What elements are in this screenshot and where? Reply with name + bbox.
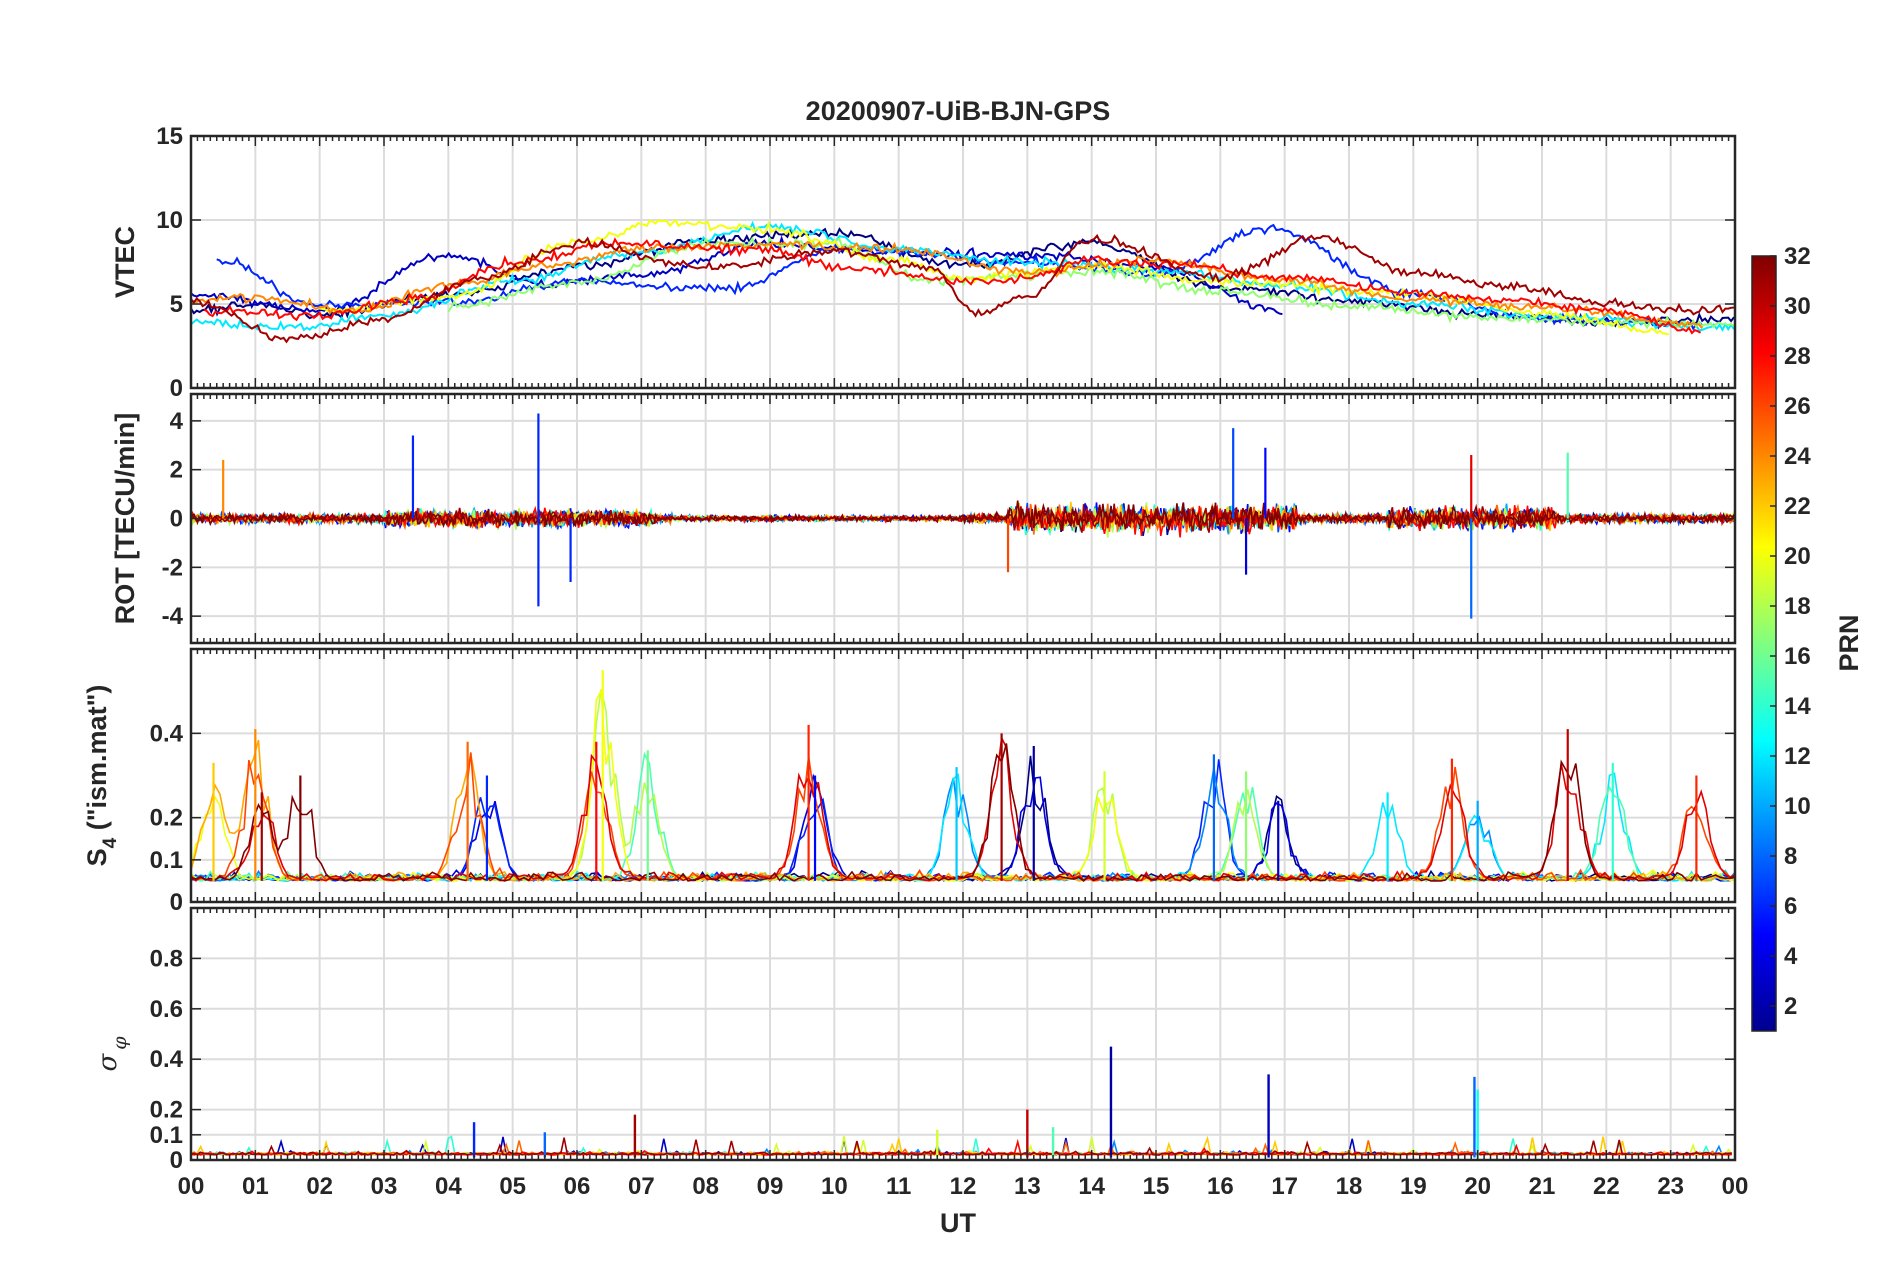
panel-vtec-ticks — [190, 135, 1736, 389]
colorbar-tick-label: 26 — [1784, 393, 1811, 420]
panel-rot-ticks — [190, 394, 1736, 643]
vtec-series-prn-12 — [191, 220, 1735, 332]
panel-rot: -4 -2 0 2 4 ROT [TECU/min] — [110, 392, 1737, 645]
s4-ylabel-tail: ("ism.mat") — [82, 685, 112, 838]
colorbar-tick-label: 2 — [1784, 993, 1797, 1020]
chart-title: 20200907-UiB-BJN-GPS — [806, 96, 1111, 126]
sigma-ylabel-main: σ — [93, 1053, 123, 1072]
colorbar-tick-label: 6 — [1784, 893, 1797, 920]
x-tick-label: 12 — [950, 1173, 977, 1200]
panel-sigma-ylabel: σφ — [93, 1036, 131, 1072]
panel-s4-ytick-label: 0 — [170, 889, 183, 916]
x-tick-label: 01 — [242, 1173, 269, 1200]
s4-ylabel-main: S — [82, 848, 112, 866]
panel-rot-ytick-label: -2 — [162, 554, 183, 581]
x-tick-label: 23 — [1657, 1173, 1684, 1200]
x-tick-label: 13 — [1014, 1173, 1041, 1200]
panel-rot-ytick-label: -4 — [162, 603, 184, 630]
x-tick-label: 18 — [1336, 1173, 1363, 1200]
x-tick-label: 10 — [821, 1173, 848, 1200]
panel-rot-ytick-label: 4 — [170, 408, 184, 435]
sigma-ylabel-sub: φ — [109, 1036, 131, 1050]
panel-vtec-ylabel: VTEC — [110, 226, 140, 298]
panel-vtec-ytick-label: 10 — [156, 207, 183, 234]
panel-sigma_phi: 00.10.2 0.4 0.6 0.8 σφ 00 01 02 03 04 05 06 07 08 09 10… — [93, 906, 1749, 1200]
x-tick-label: 07 — [628, 1173, 655, 1200]
colorbar-tick-label: 20 — [1784, 543, 1811, 570]
panel-sigma_phi-ytick-label: 0.4 — [150, 1046, 184, 1073]
x-tick-label: 06 — [564, 1173, 591, 1200]
x-tick-label: 05 — [499, 1173, 526, 1200]
colorbar-tick-label: 4 — [1784, 943, 1798, 970]
colorbar-gradient — [1751, 255, 1777, 1032]
x-tick-label: 02 — [306, 1173, 333, 1200]
rot-series-prn-28 — [191, 504, 1735, 538]
panel-vtec: 0 5 10 15 VTEC — [110, 123, 1737, 402]
x-tick-label: 16 — [1207, 1173, 1234, 1200]
x-tick-label: 04 — [435, 1173, 462, 1200]
vtec-series-prn-31 — [191, 233, 1735, 344]
panel-s4-ticks — [190, 649, 1736, 903]
panel-s4-ytick-label: 0.2 — [150, 805, 183, 832]
colorbar-tick-label: 10 — [1784, 793, 1811, 820]
x-tick-label: 22 — [1593, 1173, 1620, 1200]
s4-ylabel-sub: 4 — [100, 837, 121, 848]
panel-rot-ytick-label: 2 — [170, 457, 183, 484]
colorbar-tick-label: 16 — [1784, 643, 1811, 670]
panel-sigma_phi-ytick-label: 0.6 — [150, 996, 183, 1023]
x-tick-label: 20 — [1464, 1173, 1491, 1200]
x-axis-label: UT — [940, 1208, 976, 1238]
x-tick-label: 17 — [1271, 1173, 1298, 1200]
x-tick-label: 03 — [371, 1173, 398, 1200]
panel-s4-ytick-label: 0.4 — [150, 720, 184, 747]
panel-s4: 0 0.1 0.2 0.4 S4 ("ism.mat") — [82, 647, 1737, 916]
colorbar-label: PRN — [1834, 614, 1864, 671]
x-tick-label: 00 — [1722, 1173, 1749, 1200]
colorbar-tick-label: 14 — [1784, 693, 1811, 720]
x-tick-label: 09 — [757, 1173, 784, 1200]
panel-sigma_phi-ytick-label: 0.2 — [150, 1097, 183, 1124]
vtec-series-prn-24 — [191, 240, 1703, 330]
panel-rot-ylabel: ROT [TECU/min] — [110, 413, 140, 624]
colorbar-tick-label: 8 — [1784, 843, 1797, 870]
colorbar-tick-label: 28 — [1784, 343, 1811, 370]
x-tick-label: 00 — [178, 1173, 205, 1200]
vtec-series-prn-28 — [203, 237, 1702, 335]
panel-rot-series — [191, 413, 1735, 619]
panel-sigma_phi-ytick-label: 0.1 — [150, 1122, 183, 1149]
colorbar-tick-label: 32 — [1784, 243, 1811, 270]
colorbar-tick-label: 18 — [1784, 593, 1811, 620]
x-tick-label: 08 — [692, 1173, 719, 1200]
rot-series-prn-32 — [191, 500, 1735, 532]
colorbar-tick-label: 30 — [1784, 293, 1811, 320]
colorbar-tick-label: 22 — [1784, 493, 1811, 520]
panel-sigma_phi-ytick-label: 0 — [170, 1147, 183, 1174]
x-tick-label: 19 — [1400, 1173, 1427, 1200]
x-tick-label: 14 — [1078, 1173, 1105, 1200]
x-tick-label: 21 — [1529, 1173, 1556, 1200]
panel-vtec-series — [191, 219, 1735, 344]
panel-sigma_phi-ticks — [190, 908, 1736, 1161]
x-tick-label: 15 — [1143, 1173, 1170, 1200]
panel-vtec-ytick-label: 5 — [170, 291, 183, 318]
x-tick-label: 11 — [886, 1173, 911, 1200]
panel-rot-ytick-label: 0 — [170, 506, 183, 533]
panel-s4-ytick-label: 0.1 — [150, 847, 183, 874]
colorbar-tick-label: 12 — [1784, 743, 1811, 770]
panel-s4-series — [191, 670, 1735, 883]
panel-vtec-ytick-label: 0 — [170, 375, 183, 402]
colorbar-tick-label: 24 — [1784, 443, 1811, 470]
panel-vtec-ytick-label: 15 — [156, 123, 183, 150]
panel-s4-ylabel: S4 ("ism.mat") — [82, 685, 121, 867]
panel-sigma_phi-ytick-label: 0.8 — [150, 945, 183, 972]
